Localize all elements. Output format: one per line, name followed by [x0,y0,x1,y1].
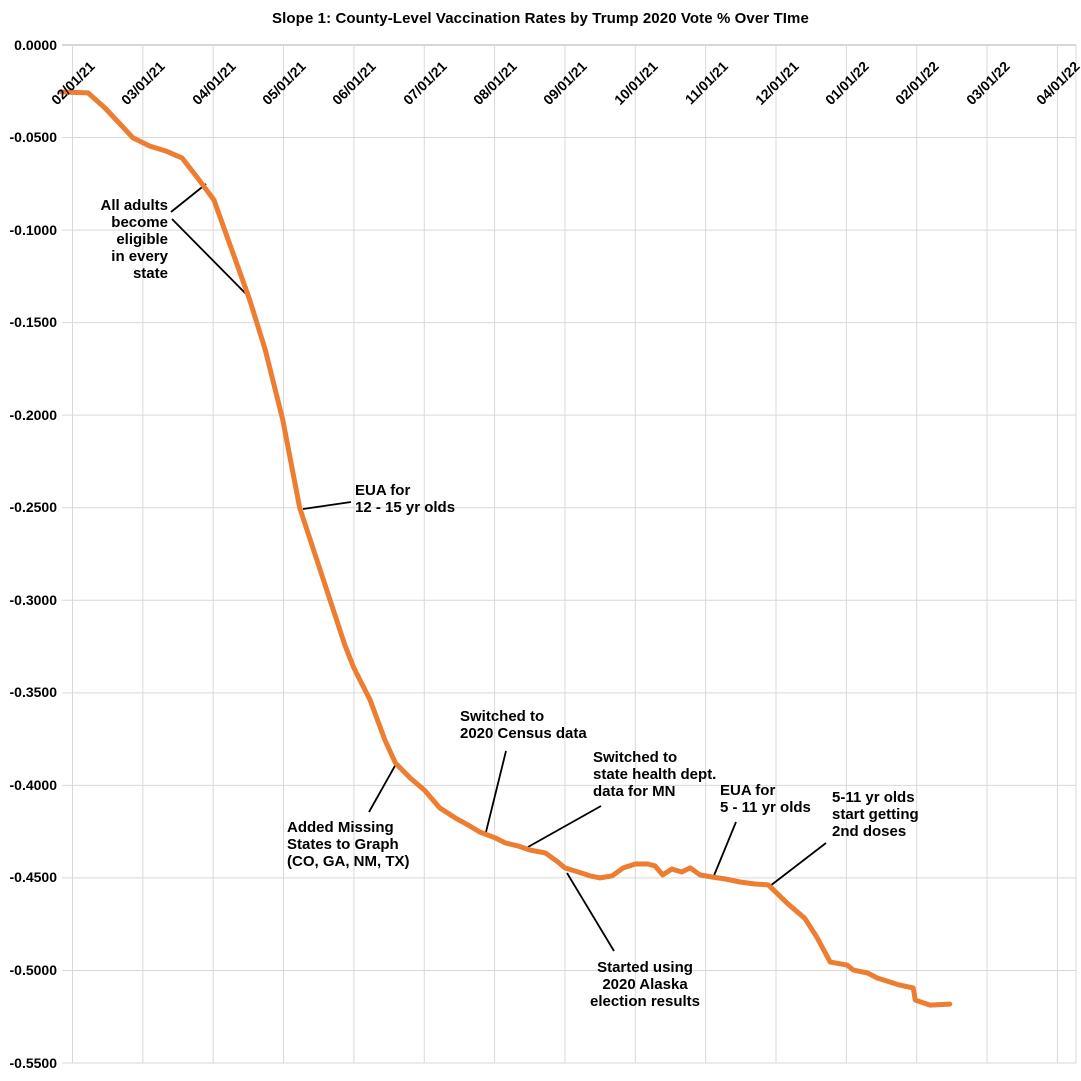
x-tick-label: 02/01/21 [47,58,98,108]
annotation-line: state health dept. [593,766,717,783]
leader-line [712,821,737,879]
x-tick-label: 09/01/21 [540,58,591,108]
leader-line [769,842,827,887]
annotation-line: eligible [116,231,168,248]
annotation-line: States to Graph [287,836,399,853]
y-tick-label: -0.2500 [9,499,57,516]
annotation-line: EUA for [355,482,411,499]
y-tick-label: -0.1500 [9,314,57,331]
x-tick-label: 04/01/21 [188,58,239,108]
y-tick-label: -0.5000 [9,961,57,978]
annotation-all-adults-eligible: All adults become eligible in every state [100,197,168,282]
chart-title: Slope 1: County-Level Vaccination Rates … [272,10,809,27]
annotation-alaska-results: Started using 2020 Alaska election results [590,959,700,1010]
leader-line [302,501,352,510]
x-tick-label: 10/01/21 [610,58,661,108]
y-tick-label: -0.4000 [9,776,57,793]
leader-line [527,805,602,848]
annotation-line: 2020 Census data [460,725,587,742]
annotation-added-missing-states: Added Missing States to Graph (CO, GA, NM,… [287,819,410,870]
y-tick-label: -0.1000 [9,221,57,238]
annotation-mn-health-dept: Switched to state health dept. data for MN [593,749,716,800]
y-tick-label: -0.3000 [9,591,57,608]
y-tick-label: -0.2000 [9,406,57,423]
x-tick-label: 12/01/21 [751,58,802,108]
x-tick-label: 07/01/21 [399,58,450,108]
x-tick-label: 01/01/22 [821,58,872,108]
x-tick-label: 06/01/21 [329,58,380,108]
annotation-line: start getting [832,806,919,823]
x-tick-label: 03/01/22 [962,58,1013,108]
annotation-line: 5-11 yr olds [832,789,915,806]
leader-line [566,872,615,952]
annotation-line: 2nd doses [832,823,907,840]
annotation-line: All adults [100,197,168,214]
y-tick-label: -0.0500 [9,129,57,146]
annotation-line: Switched to [593,749,678,766]
x-tick-label: 11/01/21 [681,58,731,108]
annotation-line: in every [111,248,168,265]
annotation-line: Switched to [460,708,545,725]
x-tick-label: 08/01/21 [470,58,520,108]
x-tick-label: 05/01/21 [259,58,309,108]
y-tick-label: 0.0000 [14,36,57,53]
annotation-eua-5-11: EUA for 5 - 11 yr olds [720,782,811,816]
y-tick-label: -0.3500 [9,684,57,701]
series-line [59,89,953,1008]
x-tick-label: 03/01/21 [118,58,169,108]
annotation-census-2020: Switched to 2020 Census data [460,708,587,742]
annotation-line: state [132,265,168,282]
leader-line [368,763,397,813]
leader-line [170,183,207,213]
annotation-second-doses-5-11: 5-11 yr olds start getting 2nd doses [832,789,919,840]
annotation-line: (CO, GA, NM, TX) [287,853,410,870]
leader-line [485,750,507,833]
y-tick-label: -0.5500 [9,1054,57,1071]
annotation-eua-12-15: EUA for 12 - 15 yr olds [355,482,455,516]
x-tick-label: 02/01/22 [892,58,943,108]
annotation-line: data for MN [593,783,676,800]
y-tick-label: -0.4500 [9,869,57,886]
annotation-line: Added Missing [287,819,394,836]
annotation-line: election results [589,993,701,1010]
annotation-line: 12 - 15 yr olds [355,499,456,516]
annotation-line: EUA for [720,782,776,799]
annotation-line: become [111,214,168,231]
annotation-line: 2020 Alaska [602,976,688,993]
leader-line [171,218,252,300]
x-tick-label: 04/01/22 [1032,58,1081,108]
annotation-line: 5 - 11 yr olds [720,799,811,816]
annotation-line: Started using [597,959,693,976]
